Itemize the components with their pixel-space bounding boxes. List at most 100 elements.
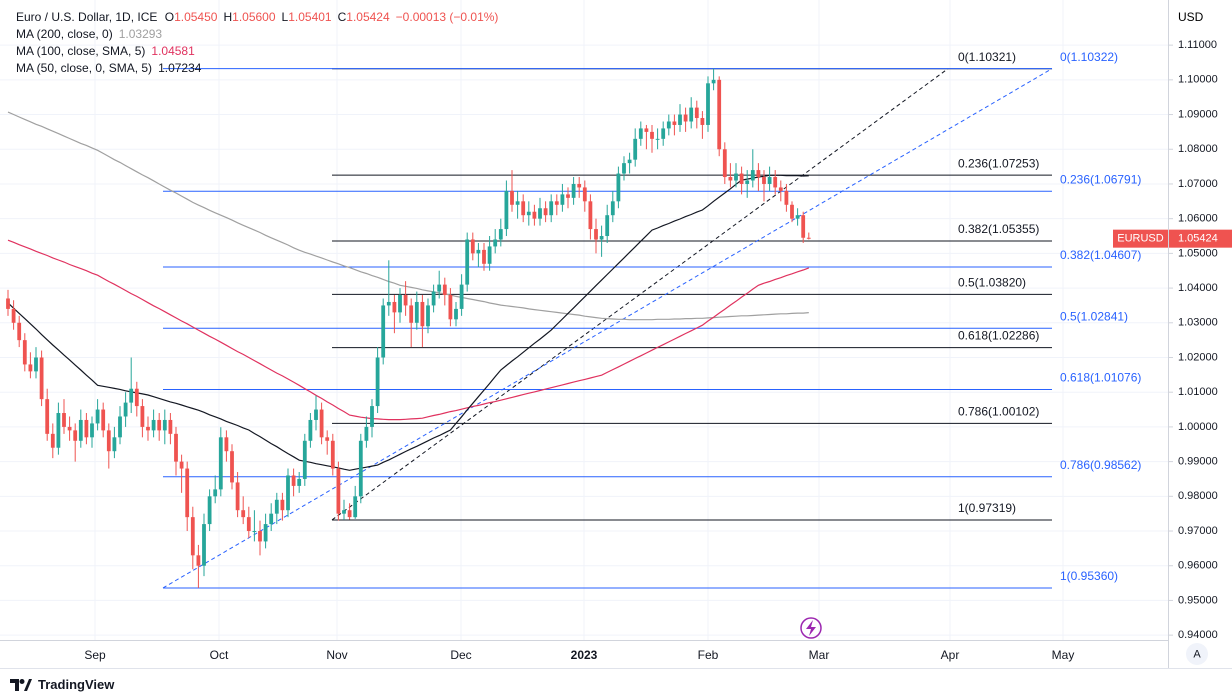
candle-body [274,499,279,514]
candle-body [162,419,167,431]
candle-body [196,555,201,566]
candle-body [465,239,470,285]
candle-body [498,229,503,240]
candle-body [560,194,565,205]
y-tick-label: 0.98000 [1178,490,1218,502]
y-tick-label: 1.07000 [1178,178,1218,190]
candle-body [347,510,352,518]
y-tick-label: 1.05000 [1178,247,1218,259]
y-tick-label: 1.03000 [1178,317,1218,329]
candle-body [129,388,134,403]
candle-body [134,388,139,407]
candle-body [683,114,688,122]
candle-body [73,430,78,441]
candle-body [801,215,806,238]
candle-body [515,201,520,205]
footer: TradingView [10,677,114,692]
candle-body [213,489,218,497]
y-tick-label: 1.08000 [1178,143,1218,155]
candle-body [106,430,111,452]
fib-label: 0.236(1.06791) [1060,172,1141,186]
candle-body [577,183,582,188]
candle-body [420,301,425,327]
candle-body [174,433,178,462]
x-tick-label: May [1052,648,1075,662]
candle-body [112,437,117,452]
candle-body [566,194,570,198]
fib-label: 1(0.97319) [958,501,1016,515]
candle-body [549,201,554,216]
moving-average [7,174,809,471]
candle-body [230,451,234,483]
indicator-name: MA (200, close, 0) [16,27,113,41]
candle-body [342,510,346,514]
ohlc-key: O [164,10,175,24]
fib-trend-line [162,68,1053,589]
fib-label: 0.786(0.98562) [1060,458,1141,472]
candle-body [269,513,274,525]
indicator-row: MA (200, close, 0) 1.03293 [16,26,498,43]
candle-body [655,138,660,140]
indicator-value: 1.03293 [118,27,163,41]
candle-body [146,426,150,431]
x-tick-label: Oct [210,648,229,662]
candle-body [67,426,72,431]
candle-body [459,284,464,309]
candle-body [510,190,514,205]
lightning-icon[interactable] [800,617,822,639]
candle-body [62,413,66,427]
candle-body [700,118,705,125]
price-tag-symbol-bg [1113,229,1168,248]
auto-scale-label[interactable]: A [1193,648,1201,660]
candle-body [101,409,106,431]
fib-label: 0(1.10321) [958,50,1016,64]
candle-body [610,201,615,216]
candle-body [622,163,626,174]
y-tick-label: 1.04000 [1178,282,1218,294]
candle-body [140,406,145,427]
candle-body [521,201,526,216]
candle-body [414,301,419,323]
candle-body [168,419,173,434]
candle-body [336,468,341,514]
candle-body [605,215,610,237]
candle-body [381,305,386,358]
candle-body [11,308,16,323]
candle-body [633,138,638,160]
candle-body [454,308,458,320]
candle-body [39,357,44,400]
candle-body [650,131,654,139]
candle-body [308,419,313,441]
auto-scale-button[interactable] [1186,643,1208,665]
legend: Euro / U.S. Dollar, 1D, ICE O1.05450 H1.0… [16,9,498,77]
candle-body [431,291,436,306]
candle-body [370,406,374,427]
candle-body [118,416,122,438]
y-tick-label: 0.96000 [1178,560,1218,572]
fib-label: 0(1.10322) [1060,50,1118,64]
candle-body [722,149,727,178]
candle-body [179,461,184,469]
x-tick-label: Apr [941,648,960,662]
x-tick-label: Dec [450,648,471,662]
candle-body [571,183,576,198]
candle-body [526,211,531,216]
candle-body [767,177,772,184]
candle-body [151,419,156,431]
candle-body [790,204,794,219]
candle-body [45,399,50,434]
lightning-circle[interactable] [800,617,822,639]
candle-body [644,128,649,132]
candle-body [185,468,190,518]
candle-body [627,159,632,164]
candle-body [90,423,94,438]
candle-body [252,531,257,533]
candle-body [235,482,240,511]
candle-body [34,357,38,372]
lightning-bolt[interactable] [806,620,816,636]
candle-body [190,517,195,556]
indicator-name: MA (100, close, SMA, 5) [16,44,146,58]
candle-body [482,249,486,264]
fib-label: 0.382(1.05355) [958,222,1039,236]
symbol: Euro / U.S. Dollar, 1D, ICE [16,10,158,24]
